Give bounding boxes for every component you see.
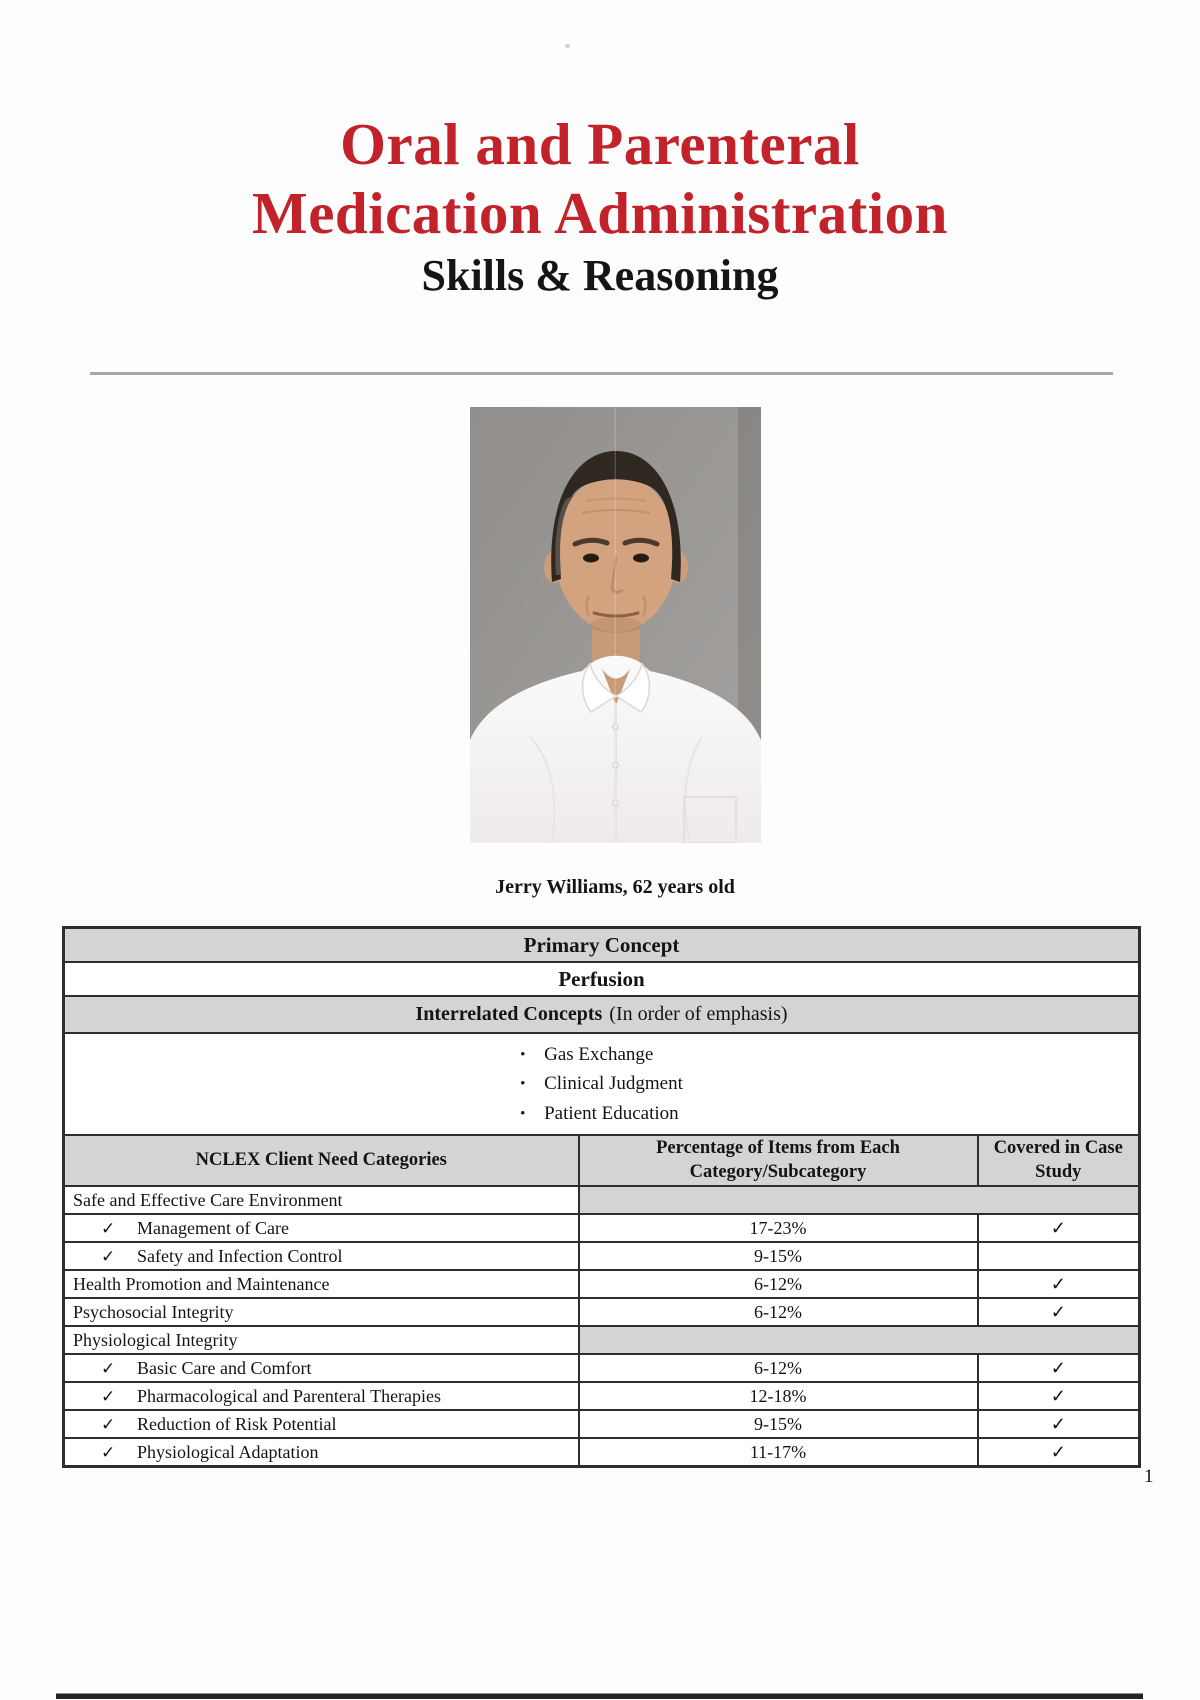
covered-cell: ✓: [976, 1297, 1141, 1327]
nclex-column-header-row: NCLEX Client Need Categories Percentage …: [62, 1134, 1141, 1187]
category-label: Management of Care: [137, 1217, 289, 1238]
covered-cell: ✓: [976, 1381, 1141, 1411]
category-label: Pharmacological and Parenteral Therapies: [137, 1385, 442, 1406]
interrelated-concepts-note: (In order of emphasis): [609, 1003, 788, 1025]
covered-cell: ✓: [976, 1409, 1141, 1439]
percentage-cell: 12-18%: [577, 1381, 979, 1411]
primary-concept-value-row: Perfusion: [62, 961, 1141, 997]
category-label: Basic Care and Comfort: [137, 1357, 312, 1378]
check-icon: ✓: [101, 1358, 116, 1378]
check-icon: ✓: [1050, 1357, 1066, 1378]
photo-caption: Jerry Williams, 62 years old: [495, 876, 735, 898]
patient-photo: [470, 407, 761, 843]
page-number: 1: [1144, 1466, 1154, 1487]
table-row: Physiological Integrity: [62, 1325, 1141, 1355]
table-row: ✓ Safety and Infection Control 9-15%: [62, 1241, 1141, 1271]
primary-concept-header-row: Primary Concept: [62, 926, 1141, 963]
interrelated-item-label: Patient Education: [544, 1102, 679, 1124]
covered-cell: ✓: [976, 1437, 1141, 1468]
primary-concept-header: Primary Concept: [62, 926, 1141, 963]
table-row: Safe and Effective Care Environment: [62, 1185, 1141, 1215]
column-header-percentage: Percentage of Items from Each Category/S…: [577, 1134, 979, 1187]
merged-gray-cell: [577, 1325, 1141, 1355]
bullet-icon: •: [520, 1105, 526, 1122]
bottom-edge-bar: [56, 1693, 1143, 1699]
interrelated-concepts-label: Interrelated Concepts: [415, 1003, 603, 1025]
table-row: Health Promotion and Maintenance 6-12% ✓: [62, 1269, 1141, 1299]
check-icon: ✓: [1050, 1441, 1066, 1462]
check-icon: ✓: [1050, 1217, 1066, 1238]
interrelated-items-row: • Gas Exchange • Clinical Judgment • Patient …: [62, 1032, 1141, 1136]
covered-cell: ✓: [976, 1213, 1141, 1243]
percentage-cell: 6-12%: [577, 1269, 979, 1299]
percentage-cell: 9-15%: [577, 1409, 979, 1439]
category-cell: ✓ Management of Care: [62, 1213, 580, 1243]
check-icon: ✓: [1050, 1273, 1066, 1294]
interrelated-item: • Clinical Judgment: [520, 1069, 683, 1098]
table-row: ✓ Physiological Adaptation 11-17% ✓: [62, 1437, 1141, 1468]
page-title-line-2: Medication Administration: [252, 180, 948, 247]
column-header-covered: Covered in Case Study: [976, 1134, 1141, 1187]
category-cell: ✓ Basic Care and Comfort: [62, 1353, 580, 1383]
percentage-cell: 9-15%: [577, 1241, 979, 1271]
primary-concept-table: Primary Concept Perfusion Interrelated C…: [62, 926, 1142, 1468]
check-icon: ✓: [101, 1246, 116, 1266]
table-row: Psychosocial Integrity 6-12% ✓: [62, 1297, 1141, 1327]
page-title-line-1: Oral and Parenteral: [340, 111, 860, 177]
category-cell: Safe and Effective Care Environment: [62, 1185, 580, 1215]
category-label: Reduction of Risk Potential: [137, 1413, 337, 1434]
scan-artifact-speck: [565, 44, 570, 48]
check-icon: ✓: [101, 1386, 116, 1406]
category-label: Health Promotion and Maintenance: [73, 1273, 330, 1294]
merged-gray-cell: [577, 1185, 1141, 1215]
column-header-categories: NCLEX Client Need Categories: [62, 1134, 580, 1187]
interrelated-item-label: Clinical Judgment: [544, 1073, 683, 1095]
covered-cell: ✓: [976, 1269, 1141, 1299]
check-icon: ✓: [1050, 1413, 1066, 1434]
category-label: Safety and Infection Control: [137, 1245, 343, 1266]
category-cell: ✓ Safety and Infection Control: [62, 1241, 580, 1271]
category-cell: Physiological Integrity: [62, 1325, 580, 1355]
category-cell: ✓ Physiological Adaptation: [62, 1437, 580, 1468]
category-cell: ✓ Reduction of Risk Potential: [62, 1409, 580, 1439]
check-icon: ✓: [1050, 1301, 1066, 1322]
interrelated-item: • Gas Exchange: [520, 1040, 683, 1069]
category-label: Physiological Adaptation: [137, 1441, 319, 1462]
percentage-cell: 6-12%: [577, 1353, 979, 1383]
check-icon: ✓: [1050, 1385, 1066, 1406]
check-icon: ✓: [101, 1218, 116, 1238]
bullet-icon: •: [520, 1076, 526, 1093]
check-icon: ✓: [101, 1414, 116, 1434]
bullet-icon: •: [520, 1046, 526, 1063]
percentage-cell: 11-17%: [577, 1437, 979, 1468]
table-row: ✓ Pharmacological and Parenteral Therapie…: [62, 1381, 1141, 1411]
category-label: Safe and Effective Care Environment: [73, 1189, 343, 1210]
title-block: Oral and Parenteral Medication Administr…: [0, 110, 1200, 302]
percentage-cell: 6-12%: [577, 1297, 979, 1327]
covered-cell: [976, 1241, 1141, 1271]
table-row: ✓ Basic Care and Comfort 6-12% ✓: [62, 1353, 1141, 1383]
page-subtitle: Skills & Reasoning: [421, 251, 779, 301]
category-cell: ✓ Pharmacological and Parenteral Therapie…: [62, 1381, 580, 1411]
category-cell: Health Promotion and Maintenance: [62, 1269, 580, 1299]
nclex-tbody: Safe and Effective Care Environment ✓ Mana…: [62, 1185, 1141, 1468]
covered-cell: ✓: [976, 1353, 1141, 1383]
primary-concept-value: Perfusion: [62, 961, 1141, 997]
check-icon: ✓: [101, 1442, 116, 1462]
interrelated-item-label: Gas Exchange: [544, 1043, 654, 1065]
table-row: ✓ Reduction of Risk Potential 9-15% ✓: [62, 1409, 1141, 1439]
percentage-cell: 17-23%: [577, 1213, 979, 1243]
category-cell: Psychosocial Integrity: [62, 1297, 580, 1327]
interrelated-item: • Patient Education: [520, 1099, 683, 1128]
interrelated-header-row: Interrelated Concepts (In order of emphas…: [62, 995, 1141, 1034]
category-label: Physiological Integrity: [73, 1329, 238, 1350]
table-row: ✓ Management of Care 17-23% ✓: [62, 1213, 1141, 1243]
category-label: Psychosocial Integrity: [73, 1301, 234, 1322]
interrelated-list: • Gas Exchange • Clinical Judgment • Patient …: [520, 1040, 683, 1128]
horizontal-divider: [90, 372, 1113, 375]
